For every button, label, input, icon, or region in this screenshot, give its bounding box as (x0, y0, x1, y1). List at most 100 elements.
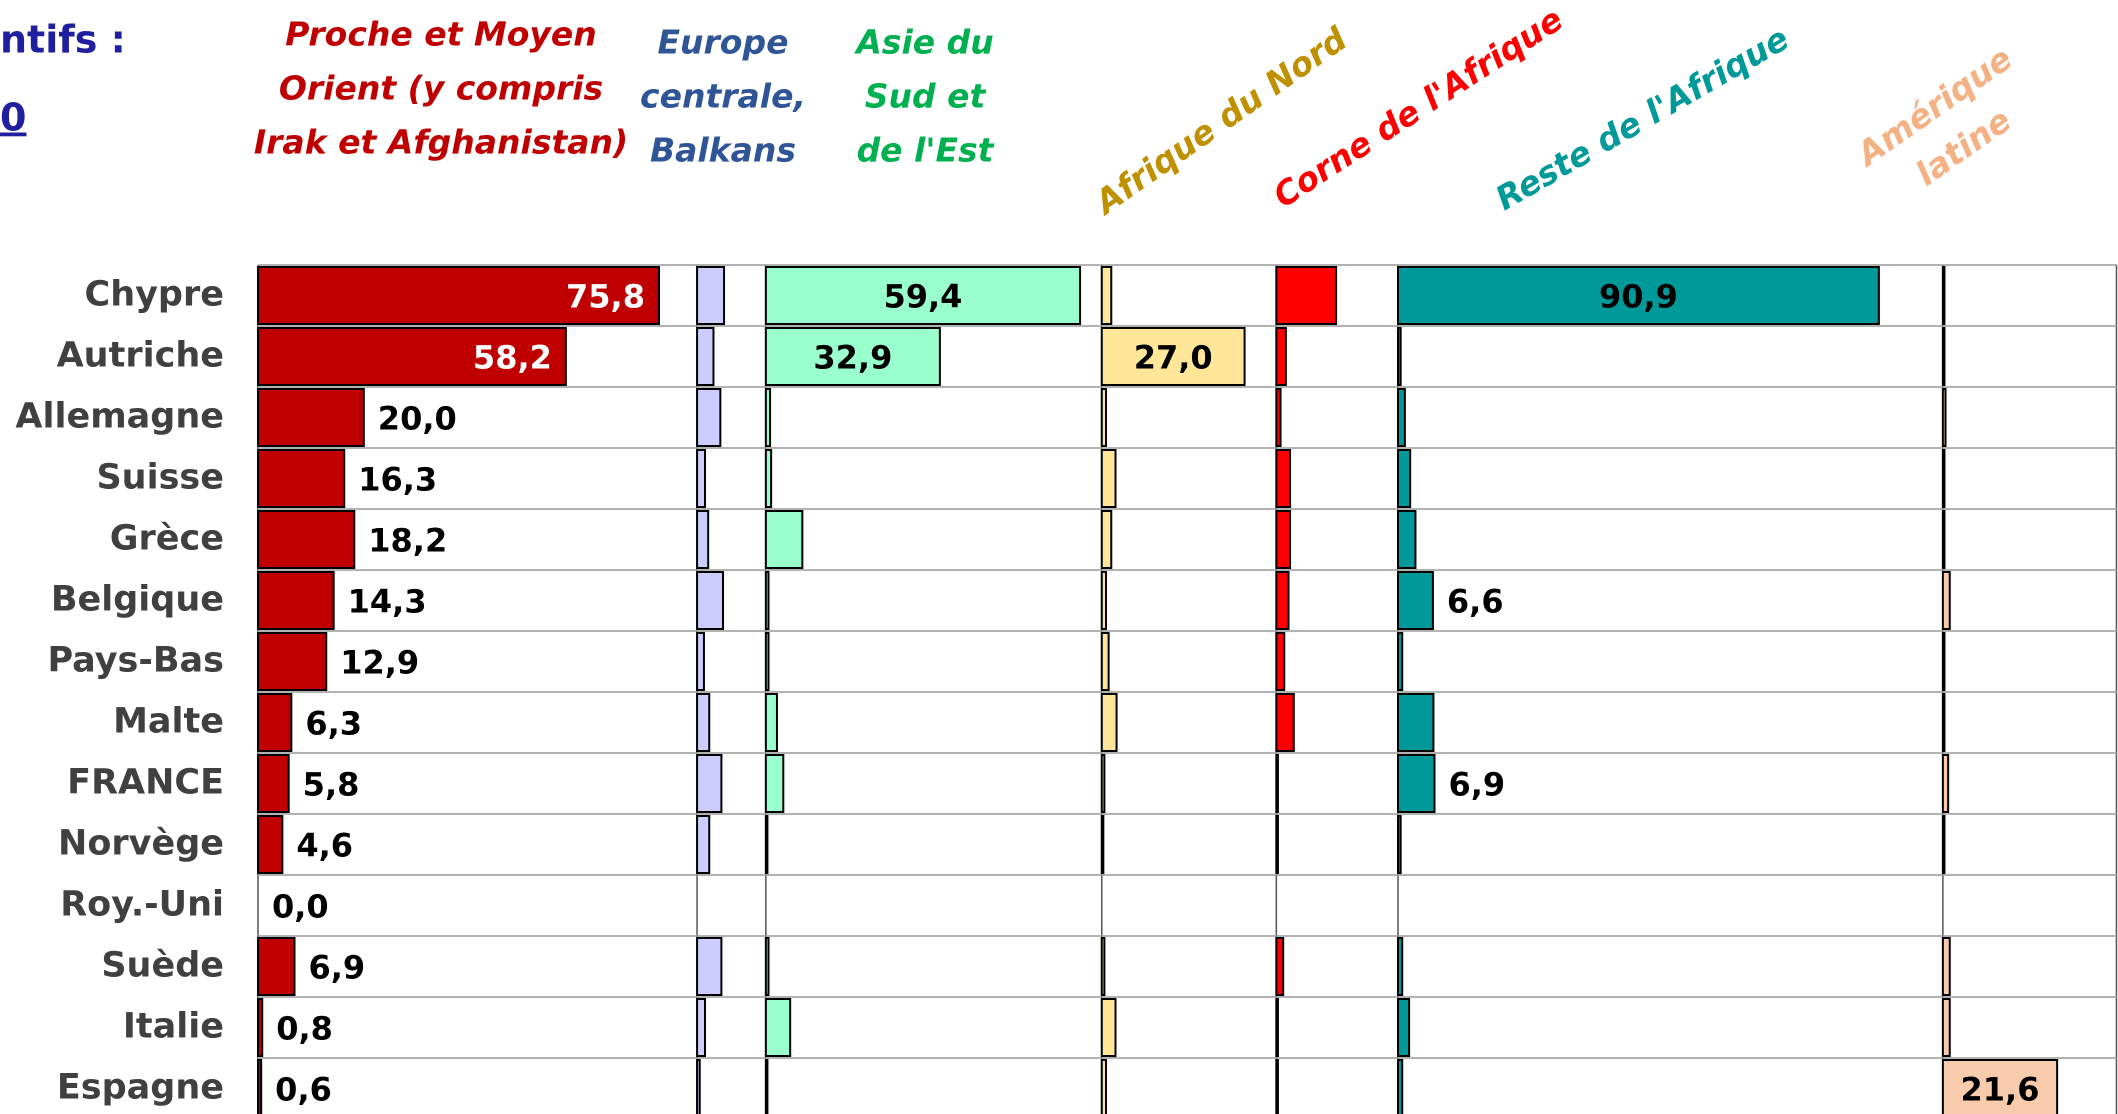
value-label: 18,2 (368, 522, 447, 560)
bar (1100, 693, 1118, 752)
bar (764, 937, 770, 996)
bar (1100, 815, 1105, 874)
bar (257, 449, 346, 508)
bar (764, 693, 778, 752)
bar (1941, 754, 1950, 813)
bar (1941, 937, 1951, 996)
bar (1275, 266, 1338, 325)
legend-label: de l'Est (857, 131, 995, 170)
bar (696, 815, 711, 874)
bar (1100, 266, 1113, 325)
bar (257, 327, 567, 386)
bar (1275, 510, 1292, 569)
value-label: 32,9 (813, 339, 892, 377)
bar (257, 266, 660, 325)
legend-label: Proche et Moyen (285, 15, 597, 54)
bar (1100, 754, 1106, 813)
annotation: 0 (0, 96, 26, 140)
y-tick-label: Malte (113, 702, 224, 742)
bar (764, 571, 770, 630)
bar (1275, 449, 1292, 508)
legend-label: Asie du (853, 23, 993, 62)
bar (696, 998, 707, 1057)
bar (764, 815, 769, 874)
bar (696, 388, 722, 447)
bar (696, 937, 723, 996)
bar (1396, 815, 1402, 874)
value-label: 6,3 (305, 705, 362, 743)
bar (1396, 266, 1880, 325)
bar (1396, 571, 1434, 630)
bar (1275, 571, 1290, 630)
bar (696, 632, 705, 691)
bar (257, 815, 284, 874)
value-label: 20,0 (378, 400, 457, 438)
bar (1275, 693, 1295, 752)
bar (696, 754, 723, 813)
bar (1100, 998, 1117, 1057)
legend-label: Orient (y compris (279, 69, 603, 108)
legend-label: Europe (658, 23, 789, 62)
bar (764, 510, 804, 569)
legend-label: centrale, (640, 77, 806, 116)
value-label: 14,3 (348, 583, 427, 621)
bar (696, 510, 710, 569)
bar (1941, 266, 1946, 325)
bar (1100, 571, 1107, 630)
value-label: 0,8 (276, 1010, 333, 1048)
bar (257, 388, 365, 447)
bar (1275, 998, 1279, 1057)
bar (696, 266, 726, 325)
value-label: 12,9 (340, 644, 419, 682)
value-label: 90,9 (1599, 278, 1678, 316)
legend-entry: Europe centrale, Balkans (640, 23, 806, 170)
bar (1100, 449, 1117, 508)
bar (696, 327, 715, 386)
y-tick-label: Suède (101, 946, 224, 986)
bar (1941, 449, 1946, 508)
bar (1396, 510, 1417, 569)
bar (1100, 510, 1113, 569)
bar (1275, 632, 1286, 691)
value-label: 16,3 (358, 461, 437, 499)
bar (1941, 998, 1951, 1057)
y-tick-label: FRANCE (67, 763, 224, 803)
bar (1100, 937, 1106, 996)
bar (1396, 998, 1411, 1057)
bar (1396, 937, 1404, 996)
bar (696, 1059, 701, 1114)
bar (696, 571, 724, 630)
bar (1941, 327, 1946, 386)
bar (764, 388, 772, 447)
bar (257, 1059, 263, 1114)
bar (764, 449, 773, 508)
y-tick-label: Grèce (110, 519, 224, 559)
bar (257, 998, 264, 1057)
y-tick-label: Allemagne (15, 397, 224, 437)
bar (764, 998, 792, 1057)
y-tick-label: Autriche (57, 336, 224, 376)
bar (257, 510, 356, 569)
value-label: 6,9 (1448, 766, 1505, 804)
bar (1100, 1059, 1107, 1114)
bar (1275, 327, 1287, 386)
bar (1941, 510, 1946, 569)
value-label: 59,4 (883, 278, 962, 316)
legend-label: Balkans (650, 131, 796, 170)
bar (764, 632, 770, 691)
value-label: 58,2 (473, 339, 552, 377)
bar (1396, 1059, 1404, 1114)
bar (1941, 632, 1946, 691)
y-tick-label: Suisse (96, 458, 224, 498)
y-tick-label: Roy.-Uni (60, 885, 224, 925)
bar (1941, 571, 1951, 630)
bar (1941, 815, 1946, 874)
bar (764, 327, 941, 386)
value-label: 0,0 (272, 888, 329, 926)
bar (1941, 693, 1946, 752)
bar (257, 632, 328, 691)
y-tick-label: Pays-Bas (47, 641, 224, 681)
value-label: 75,8 (566, 278, 645, 316)
